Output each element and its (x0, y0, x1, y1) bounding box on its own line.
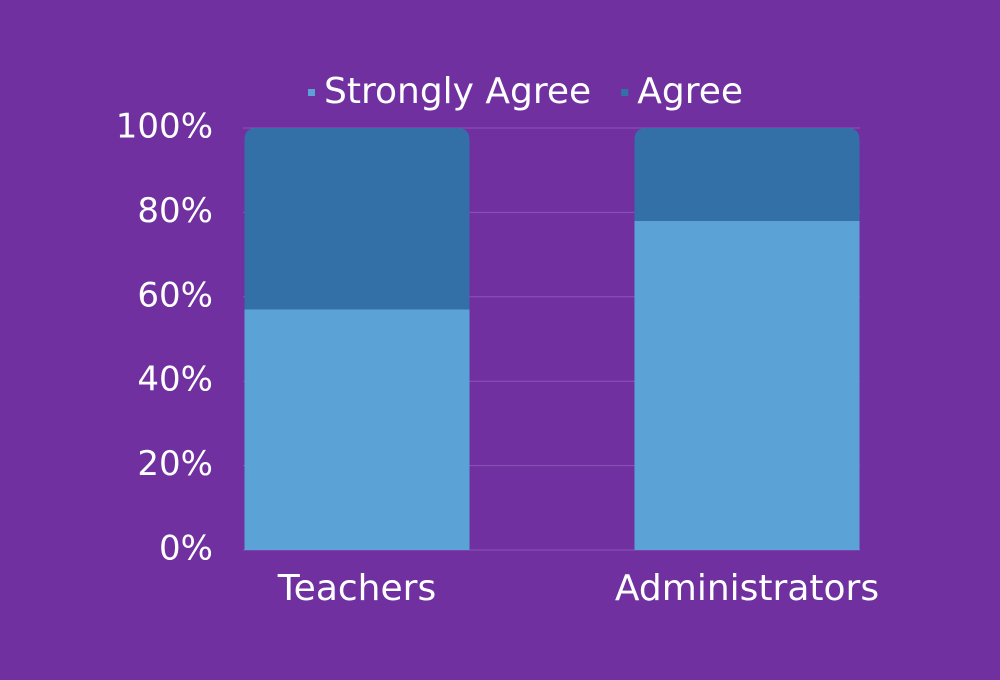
bar-segment (634, 128, 860, 221)
y-tick-label: 100% (116, 107, 213, 147)
y-tick-label: 80% (137, 191, 213, 231)
legend-marker (308, 89, 315, 96)
bar-segment (634, 220, 860, 550)
bar-segment (244, 309, 470, 550)
y-tick-label: 20% (137, 444, 213, 484)
y-tick-label: 0% (159, 529, 213, 569)
legend-marker (621, 89, 629, 96)
bar-segment (244, 128, 470, 310)
x-tick-label: Teachers (277, 568, 436, 609)
x-tick-label: Administrators (615, 568, 879, 609)
y-tick-label: 40% (137, 360, 213, 400)
legend-label: Agree (637, 71, 743, 112)
y-tick-label: 60% (137, 275, 213, 315)
legend-label: Strongly Agree (324, 71, 591, 112)
